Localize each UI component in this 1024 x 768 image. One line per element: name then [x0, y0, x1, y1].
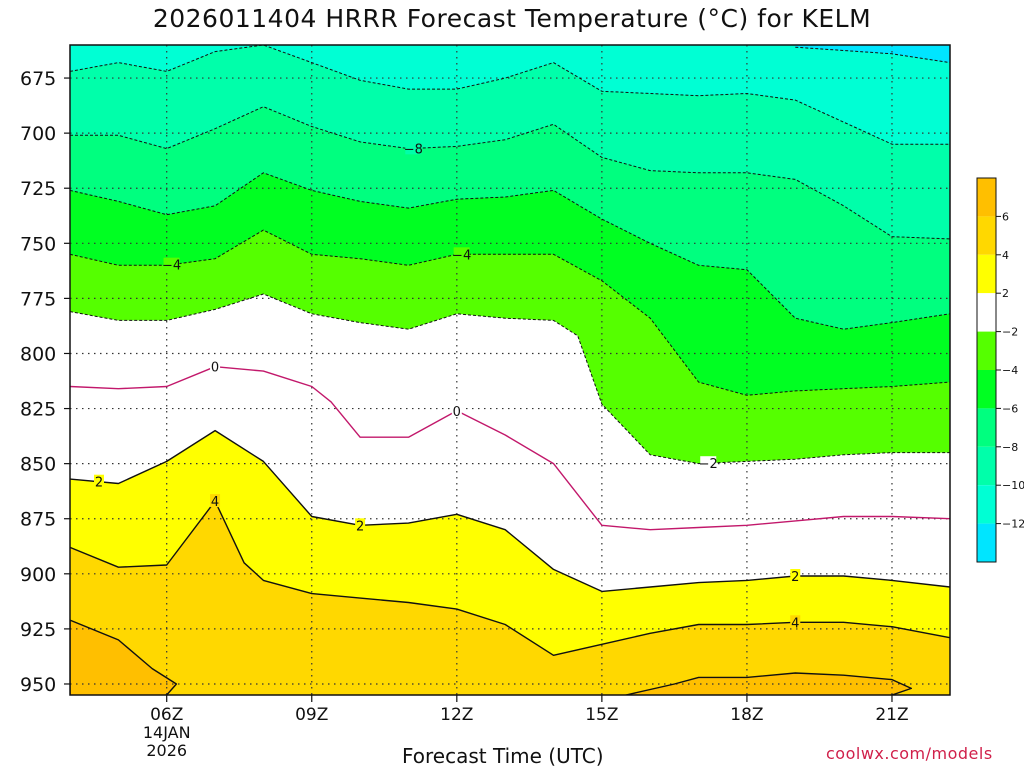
y-tick-label-925: 925: [20, 619, 56, 641]
y-tick-label-850: 850: [20, 454, 56, 476]
contour-2-label-bg-0: [94, 474, 105, 488]
contour-minus4-label-1: −4: [452, 248, 471, 263]
colorbar-frame: [976, 177, 997, 563]
x-tick-sublabel-1: 2026: [146, 741, 187, 760]
contour-minus2-label-bg-0: [700, 456, 717, 470]
contour-6-left-line: [70, 619, 178, 695]
colorbar-label-5: −6: [1002, 402, 1018, 415]
contour-0-label-1: 0: [453, 405, 461, 420]
contour-labels: −8 −4 −4 −2 0 0 2 2 2 4 4: [94, 141, 801, 631]
colorbar-swatch-9: [977, 523, 996, 562]
colorbar-swatch-7: [977, 446, 996, 486]
contour-2-label-2: 2: [791, 570, 799, 585]
contour-2-label-1: 2: [356, 519, 364, 534]
y-tick-label-825: 825: [20, 399, 56, 421]
contour-6-right-fill: [626, 673, 912, 695]
y-tick-label-750: 750: [20, 233, 56, 255]
contour-0-label-bg-1: [451, 403, 462, 417]
colorbar-swatch-3: [977, 293, 996, 332]
contour-minus10-line: [795, 46, 950, 64]
colorbar-label-8: −12: [1002, 518, 1024, 531]
x-tick-label-18Z: 18Z: [730, 705, 763, 725]
contour-minus8-label-0: −8: [404, 142, 423, 157]
colorbar-label-6: −8: [1002, 441, 1018, 454]
y-tick-label-950: 950: [20, 674, 56, 696]
colorbar-swatch-8: [977, 485, 996, 524]
contour-2-label-bg-1: [355, 518, 366, 532]
contour-minus8-upper-fill: [70, 45, 950, 145]
x-tick-label-15Z: 15Z: [585, 705, 618, 725]
contour-4-label-bg-1: [790, 615, 801, 629]
y-tick-label-775: 775: [20, 288, 56, 310]
colorbar-swatch-4: [977, 331, 996, 370]
colorbar-label-7: −10: [1002, 479, 1024, 492]
contour-4-label-0: 4: [211, 495, 219, 510]
x-tick-label-09Z: 09Z: [295, 705, 328, 725]
contour-6-left-fill: [70, 620, 177, 695]
contour-minus4-label-bg-0: [163, 257, 180, 271]
colorbar-label-0: 6: [1002, 210, 1009, 223]
ground-layer: [70, 699, 950, 703]
contour-4-label-bg-0: [210, 494, 221, 508]
contour-0-label-bg-0: [210, 359, 221, 373]
contour-minus4-label-bg-1: [453, 247, 470, 261]
contour-4-line: [70, 500, 950, 656]
contour-2-label-bg-2: [790, 569, 801, 583]
gridlines: [70, 45, 950, 695]
y-axis: 675 700 725 750 775 800 825 850 875 900 925 950: [20, 68, 70, 696]
ground-fill: [70, 699, 950, 703]
contour-minus4-line: [70, 229, 950, 396]
contour-fills: [70, 45, 950, 695]
colorbar-swatch-6: [977, 408, 996, 447]
y-tick-label-675: 675: [20, 68, 56, 90]
contour-minus10-fill: [795, 45, 950, 63]
contour-minus8-upper-line: [70, 45, 950, 145]
colorbar-swatch-0: [977, 178, 996, 217]
contour-0-label-0: 0: [211, 361, 219, 376]
y-tick-label-875: 875: [20, 509, 56, 531]
contour-2-label-0: 2: [95, 476, 103, 491]
contour-minus8-line: [70, 106, 950, 240]
colorbar-swatch-1: [977, 216, 996, 255]
plot-frame: [69, 44, 951, 696]
contour-minus4-label-0: −4: [162, 259, 181, 274]
y-tick-label-800: 800: [20, 343, 56, 365]
colorbar-label-3: −2: [1002, 326, 1018, 339]
colorbar-label-4: −4: [1002, 364, 1018, 377]
watermark: coolwx.com/models: [826, 744, 993, 763]
chart-title: 2026011404 HRRR Forecast Temperature (°C…: [152, 4, 872, 33]
colorbar-swatch-2: [977, 254, 996, 294]
y-tick-label-700: 700: [20, 123, 56, 145]
x-tick-label-21Z: 21Z: [875, 705, 908, 725]
contour-6-right-line: [623, 672, 912, 695]
y-tick-label-725: 725: [20, 178, 56, 200]
y-tick-label-900: 900: [20, 564, 56, 586]
contour-minus2-line: [70, 293, 950, 465]
ground-snow-line: [70, 699, 950, 703]
colorbar: 6 4 2 −2 −4 −6 −8 −10 −12: [976, 177, 1024, 563]
x-tick-label-12Z: 12Z: [440, 705, 473, 725]
colorbar-label-1: 4: [1002, 249, 1009, 262]
x-tick-sublabel-0: 14JAN: [143, 723, 191, 742]
contour-0-line: [70, 366, 950, 531]
colorbar-swatch-5: [977, 370, 996, 409]
x-tick-label-06Z: 06Z: [150, 705, 183, 725]
contour-4-label-1: 4: [791, 616, 799, 631]
colorbar-label-2: 2: [1002, 287, 1009, 300]
x-axis-label: Forecast Time (UTC): [402, 744, 604, 768]
contour-minus2-label-0: −2: [699, 457, 718, 472]
contour-minus8-label-bg-0: [405, 141, 422, 155]
